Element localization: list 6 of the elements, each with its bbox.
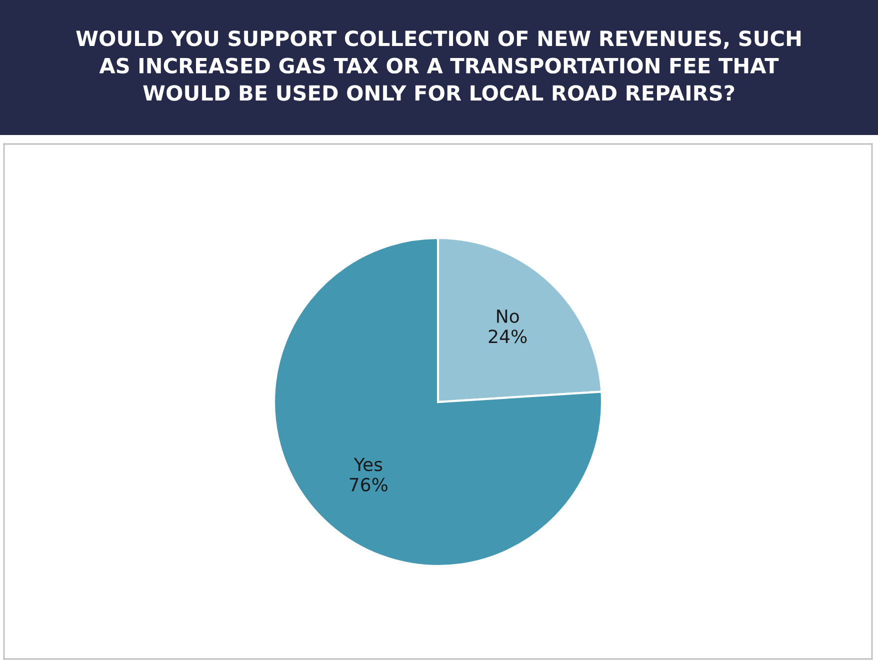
slice-label: No bbox=[497, 310, 519, 324]
data-label: 24% bbox=[488, 330, 527, 344]
data-label: 76% bbox=[350, 478, 388, 492]
chart-title: WOULD YOU SUPPORT COLLECTION OF NEW REVENUES, SUCH AS INCREASED GAS TAX OR A TRANSPORTATION FEE THAT WOULD BE USED ONLY FOR LOCAL ROAD REPAIRS? bbox=[76, 30, 801, 101]
pie-slice bbox=[272, 236, 604, 568]
slice-label: Yes bbox=[354, 458, 382, 472]
